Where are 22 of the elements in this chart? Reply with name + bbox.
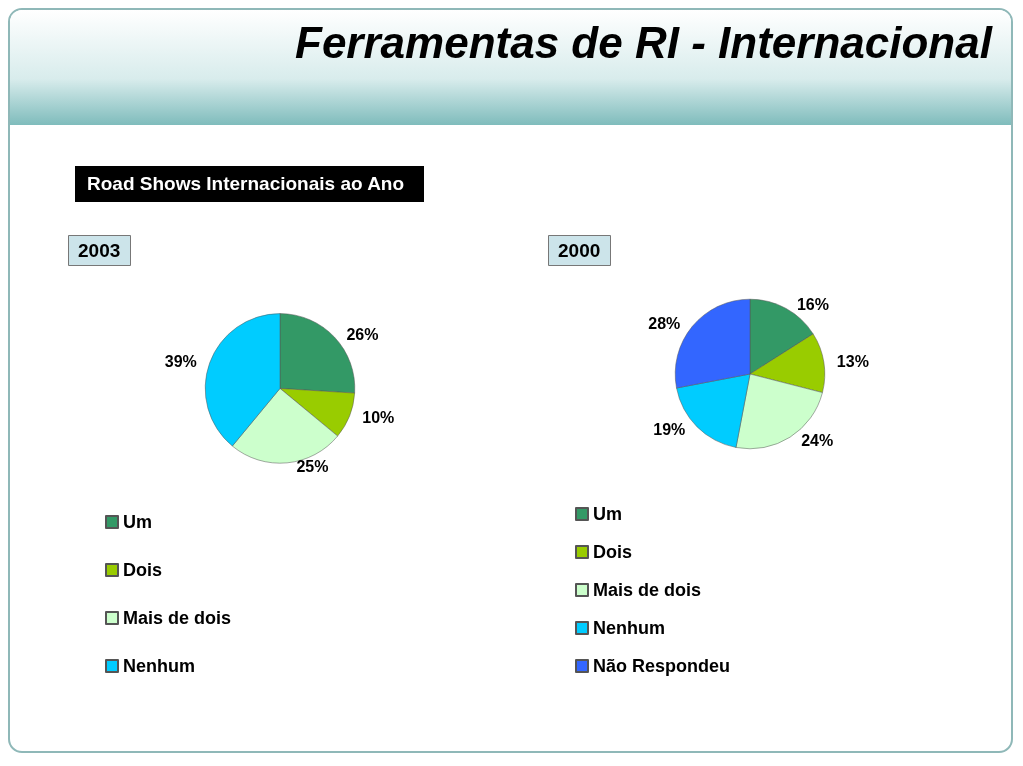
data-label: 19% [653, 421, 686, 439]
data-label: 13% [836, 353, 869, 371]
legend-label: Mais de dois [123, 608, 232, 628]
legend-label: Dois [593, 542, 633, 562]
chart-title: 2003 [78, 240, 121, 261]
data-label: 25% [296, 458, 329, 476]
legend-label: Mais de dois [593, 580, 702, 600]
data-label: 16% [796, 296, 829, 314]
legend-label: Dois [123, 560, 163, 580]
legend-label: Um [123, 512, 153, 532]
text: Road Shows Internacionais ao Ano [75, 166, 425, 202]
data-label: 26% [346, 325, 379, 343]
data-label: 24% [801, 432, 834, 450]
chart-title: 2000 [558, 240, 601, 261]
data-label: 28% [648, 315, 681, 333]
legend-label: Não Respondeu [593, 656, 731, 676]
data-label: 39% [164, 353, 197, 371]
data-label: 10% [362, 408, 395, 426]
legend-label: Nenhum [123, 656, 195, 676]
legend-label: Um [593, 504, 623, 524]
legend-label: Nenhum [593, 618, 665, 638]
text: Ferramentas de RI - Internacional [295, 18, 992, 68]
